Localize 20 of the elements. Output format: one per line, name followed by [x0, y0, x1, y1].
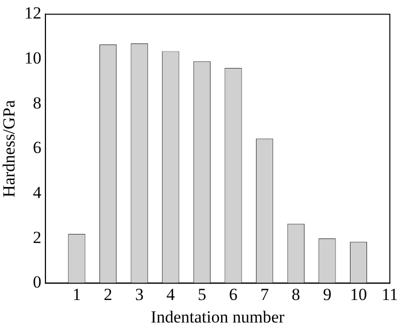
y-tick-label: 4	[32, 183, 42, 202]
x-tick-label: 3	[135, 284, 144, 304]
x-tick-label: 1	[72, 284, 81, 304]
x-tick-label: 4	[166, 284, 176, 304]
y-axis-title: Hardness/GPa	[0, 100, 19, 198]
x-tick-label: 9	[322, 284, 332, 304]
x-tick-label: 2	[104, 284, 112, 304]
x-tick-label: 11	[382, 284, 398, 304]
x-tick-label: 5	[198, 284, 206, 304]
y-tick-label: 8	[32, 93, 42, 112]
x-tick-label: 6	[229, 284, 238, 304]
x-tick-label: 7	[260, 284, 270, 304]
y-tick-label: 6	[32, 138, 42, 158]
x-axis-title: Indentation number	[150, 307, 285, 326]
x-tick-label: 10	[350, 284, 368, 304]
x-tick-label: 8	[292, 284, 300, 304]
y-tick-label: 10	[24, 48, 42, 68]
y-tick-label: 2	[32, 228, 42, 247]
y-tick-label: 12	[24, 4, 42, 23]
y-tick-label: 0	[32, 272, 42, 292]
